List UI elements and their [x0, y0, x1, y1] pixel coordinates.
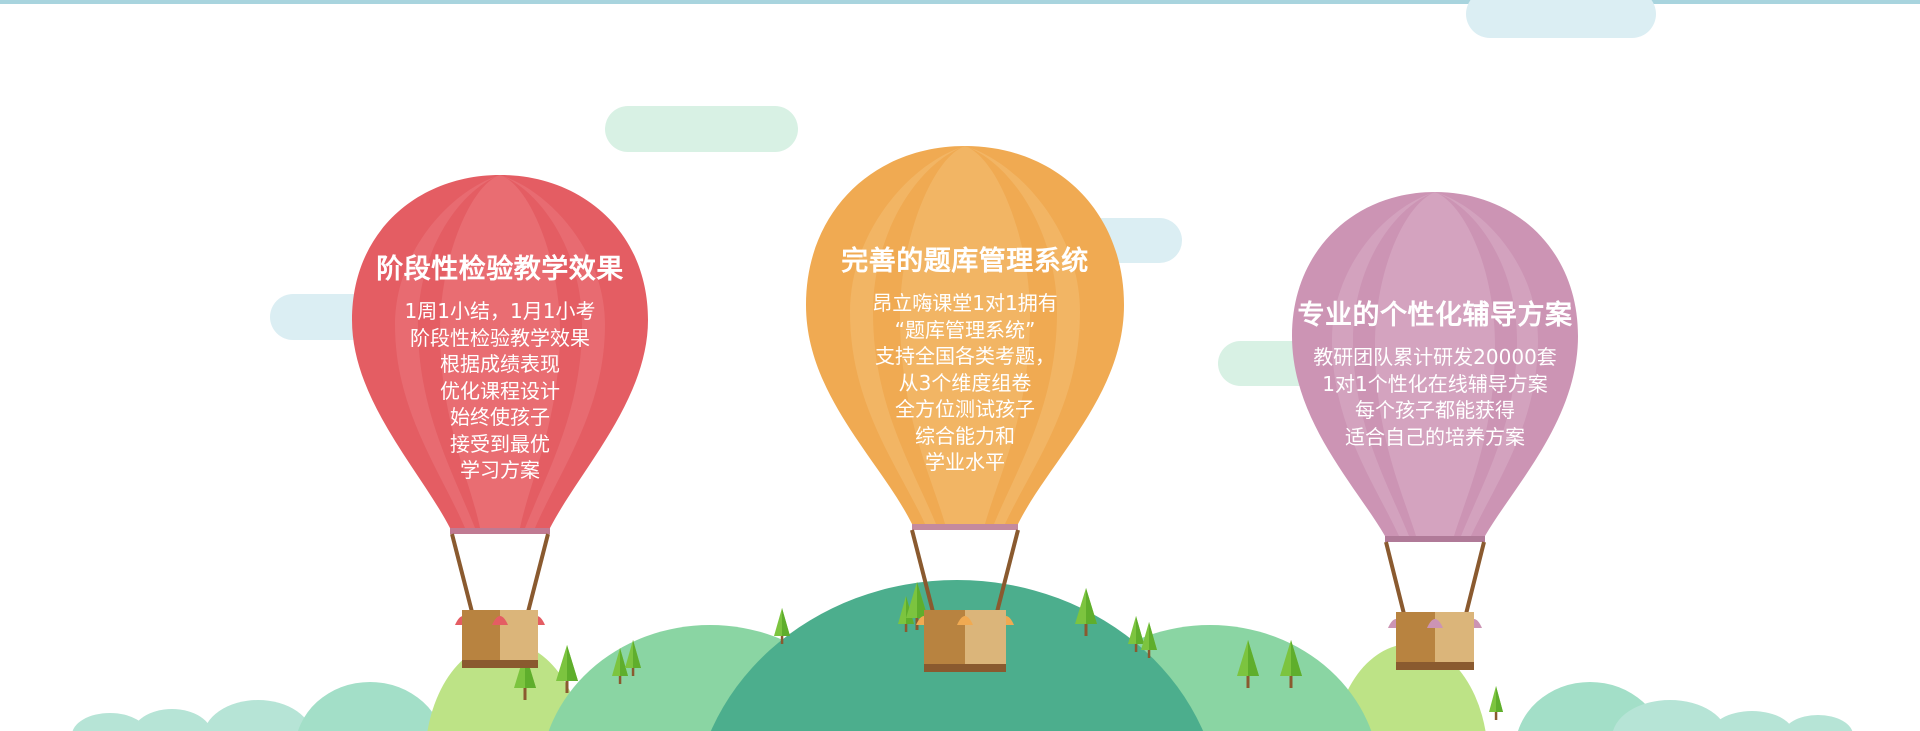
balloon-pink-title: 专业的个性化辅导方案 — [1297, 300, 1573, 331]
balloon-red-title: 阶段性检验教学效果 — [376, 254, 624, 285]
balloon-red-line-7: 学习方案 — [460, 458, 540, 482]
tree — [1141, 622, 1157, 658]
balloon-red-line-3: 根据成绩表现 — [440, 352, 560, 376]
balloon-orange-text: 完善的题库管理系统 昂立嗨课堂1对1拥有 “题库管理系统” 支持全国各类考题， … — [805, 244, 1125, 476]
cloud-upper-left — [605, 106, 798, 152]
balloon-orange-line-7: 学业水平 — [925, 450, 1005, 474]
balloon-pink — [1292, 192, 1578, 670]
balloon-pink-line-4: 适合自己的培养方案 — [1345, 424, 1525, 449]
bottom-bump-row — [72, 682, 1853, 731]
balloon-red-text: 阶段性检验教学效果 1周1小结，1月1小考 阶段性检验教学效果 根据成绩表现 优… — [350, 252, 650, 484]
tree — [612, 648, 628, 684]
tree — [1237, 640, 1259, 688]
tree — [1128, 616, 1144, 652]
balloon-red-line-4: 优化课程设计 — [440, 378, 560, 403]
balloon-pink-text: 专业的个性化辅导方案 教研团队累计研发20000套 1对1个性化在线辅导方案 每… — [1285, 298, 1585, 450]
balloon-red — [352, 175, 648, 668]
tree — [625, 640, 641, 676]
balloon-orange — [806, 146, 1124, 672]
balloon-orange-line-5: 全方位测试孩子 — [895, 397, 1035, 421]
tree — [1075, 588, 1097, 636]
balloon-pink-line-3: 每个孩子都能获得 — [1355, 398, 1515, 422]
tree — [556, 645, 578, 693]
top-border-line — [0, 0, 1920, 4]
balloon-red-line-2: 阶段性检验教学效果 — [410, 325, 590, 350]
tree — [1489, 686, 1503, 720]
balloon-pink-line-1: 教研团队累计研发20000套 — [1313, 345, 1557, 369]
balloon-pink-line-2: 1对1个性化在线辅导方案 — [1322, 371, 1548, 396]
tree — [774, 608, 790, 644]
balloon-red-line-5: 始终使孩子 — [450, 405, 550, 429]
balloon-red-line-1: 1周1小结，1月1小考 — [404, 299, 596, 323]
cloud-top-right — [1466, 0, 1656, 38]
balloon-red-line-6: 接受到最优 — [450, 431, 550, 456]
balloon-orange-line-6: 综合能力和 — [915, 423, 1015, 448]
balloon-orange-line-2: “题库管理系统” — [894, 317, 1036, 342]
tree — [1280, 640, 1302, 688]
balloon-orange-line-1: 昂立嗨课堂1对1拥有 — [872, 291, 1058, 315]
balloon-orange-line-4: 从3个维度组卷 — [898, 370, 1032, 395]
balloon-orange-line-3: 支持全国各类考题， — [875, 344, 1055, 368]
balloon-orange-title: 完善的题库管理系统 — [841, 246, 1089, 277]
